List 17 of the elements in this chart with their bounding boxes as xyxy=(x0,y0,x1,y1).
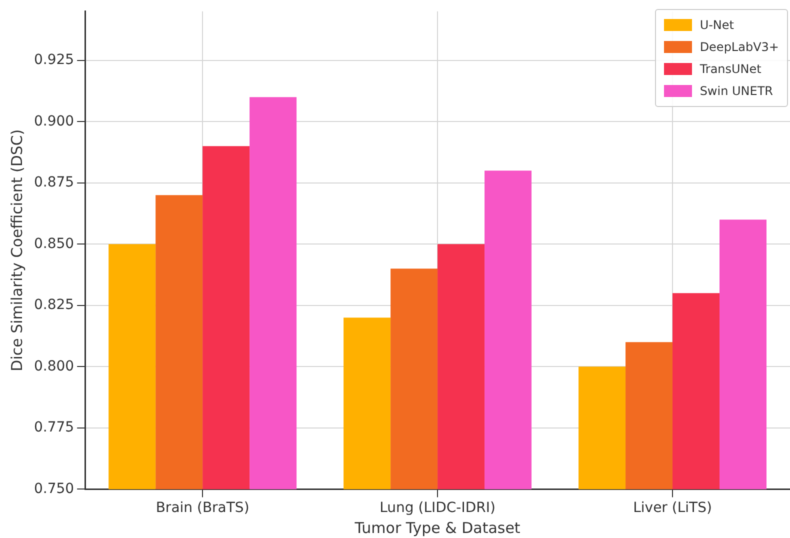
y-tick-label: 0.850 xyxy=(34,236,74,252)
x-tick-label: Lung (LIDC-IDRI) xyxy=(380,500,496,516)
legend-label: U-Net xyxy=(700,18,734,32)
x-tick-label: Liver (LiTS) xyxy=(633,500,712,516)
y-tick-label: 0.825 xyxy=(34,297,74,314)
y-tick-label: 0.775 xyxy=(34,420,74,436)
y-tick-label: 0.900 xyxy=(34,113,74,130)
y-axis-title: Dice Similarity Coefficient (DSC) xyxy=(8,129,26,372)
y-tick-label: 0.925 xyxy=(34,52,74,68)
legend-label: TransUNet xyxy=(700,62,762,76)
x-tick-label: Brain (BraTS) xyxy=(156,500,250,516)
y-tick-label: 0.800 xyxy=(34,358,74,374)
x-axis-title: Tumor Type & Dataset xyxy=(354,518,520,537)
y-tick-label: 0.875 xyxy=(34,174,74,191)
legend-label: Swin UNETR xyxy=(700,84,774,98)
legend-label: DeepLabV3+ xyxy=(700,40,779,54)
y-tick-label: 0.750 xyxy=(34,480,74,497)
